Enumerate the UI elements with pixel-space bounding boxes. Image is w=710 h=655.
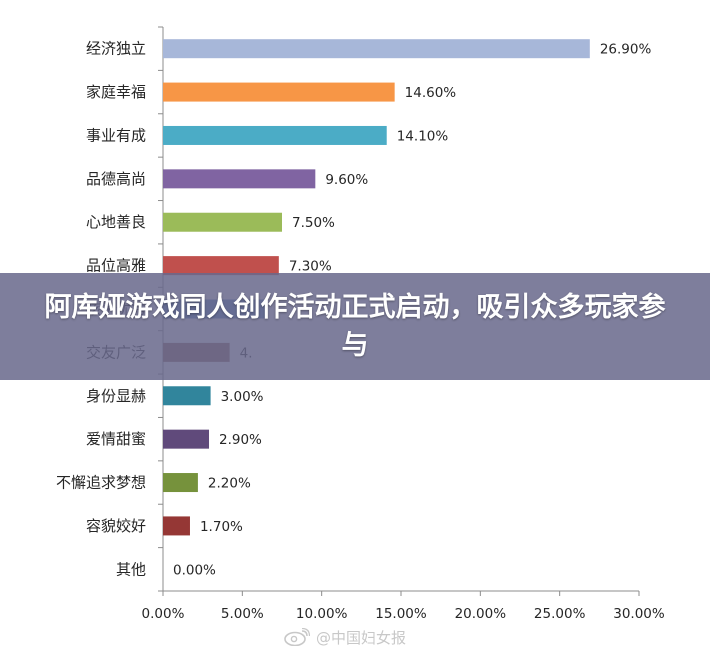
category-label: 事业有成 [86, 126, 146, 144]
category-label: 不懈追求梦想 [56, 474, 146, 492]
category-label: 品德高尚 [86, 170, 146, 188]
bar [163, 386, 211, 406]
data-label: 26.90% [600, 42, 652, 58]
bar [163, 473, 198, 493]
category-label: 容貌姣好 [86, 517, 146, 535]
category-label: 其他 [116, 560, 146, 578]
data-label: 3.00% [221, 389, 264, 405]
x-tick-label: 10.00% [296, 606, 348, 622]
watermark-text: @中国妇女报 [316, 628, 407, 647]
data-label: 0.00% [173, 562, 216, 578]
data-label: 9.60% [325, 172, 368, 188]
x-tick-label: 20.00% [455, 606, 507, 622]
banner-title: 阿库娅游戏同人创作活动正式启动，吸引众多玩家参与 [44, 291, 666, 361]
watermark: @中国妇女报 [284, 626, 406, 648]
category-label: 爱情甜蜜 [86, 430, 146, 448]
category-label: 家庭幸福 [86, 83, 146, 101]
x-tick-label: 15.00% [375, 606, 427, 622]
bar [163, 169, 316, 189]
weibo-logo-icon [284, 628, 310, 646]
bar [163, 82, 395, 102]
data-label: 14.10% [397, 128, 449, 144]
category-label: 心地善良 [86, 213, 146, 231]
title-banner: 阿库娅游戏同人创作活动正式启动，吸引众多玩家参与 [0, 273, 710, 380]
x-tick-label: 30.00% [613, 606, 665, 622]
x-tick-label: 5.00% [221, 606, 264, 622]
bar [163, 256, 279, 276]
category-label: 品位高雅 [86, 257, 146, 275]
data-label: 2.20% [208, 476, 251, 492]
bar [163, 39, 590, 59]
x-tick-label: 0.00% [142, 606, 185, 622]
data-label: 1.70% [200, 519, 243, 535]
data-label: 2.90% [219, 432, 262, 448]
category-label: 身份显赫 [86, 387, 146, 405]
bar [163, 516, 190, 536]
data-label: 7.30% [289, 259, 332, 275]
data-label: 14.60% [405, 85, 457, 101]
data-label: 7.50% [292, 215, 335, 231]
x-tick-label: 25.00% [534, 606, 586, 622]
bar [163, 429, 210, 449]
bar [163, 212, 282, 232]
category-label: 经济独立 [86, 40, 146, 58]
bar [163, 125, 387, 145]
